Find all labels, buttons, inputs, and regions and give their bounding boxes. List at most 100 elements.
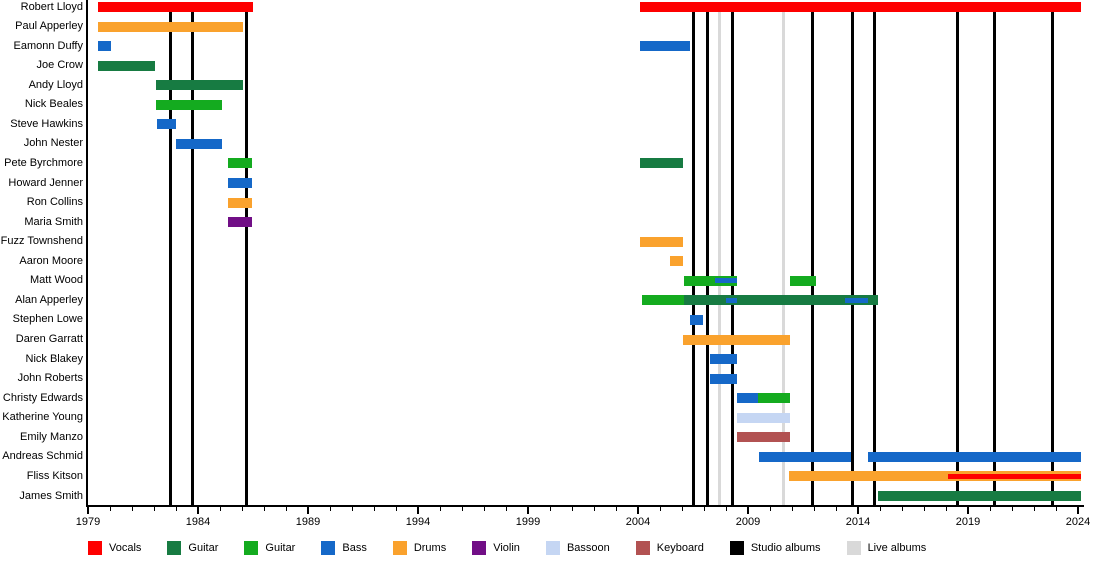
tenure-bar-drums xyxy=(227,197,252,208)
legend-label: Keyboard xyxy=(656,542,704,554)
tenure-bar-drums xyxy=(788,471,1082,482)
x-axis-minor-tick xyxy=(659,507,661,511)
x-axis-minor-tick xyxy=(1011,507,1013,511)
x-axis-minor-tick xyxy=(835,507,837,511)
tenure-bar-bass xyxy=(709,354,737,365)
x-axis-major-tick xyxy=(307,507,309,514)
x-axis-minor-tick xyxy=(373,507,375,511)
tenure-bar-drums xyxy=(669,256,684,267)
legend-swatch-violin xyxy=(472,541,487,555)
x-axis-minor-tick xyxy=(153,507,155,511)
member-name: Stephen Lowe xyxy=(12,313,83,326)
legend-item-violin: Violin xyxy=(472,541,520,555)
x-axis-minor-tick xyxy=(923,507,925,511)
x-axis-minor-tick xyxy=(439,507,441,511)
legend-item-bassoon: Bassoon xyxy=(545,541,610,555)
secondary-role-stripe-bass xyxy=(844,297,868,303)
member-name: Fliss Kitson xyxy=(26,469,83,482)
legend-swatch-guitar_bright xyxy=(244,541,259,555)
member-name: Ron Collins xyxy=(26,196,83,209)
member-name: Andreas Schmid xyxy=(2,450,83,463)
x-axis-minor-tick xyxy=(329,507,331,511)
x-axis-minor-tick xyxy=(791,507,793,511)
member-name: Alan Apperley xyxy=(15,293,83,306)
x-axis-label: 2009 xyxy=(735,516,761,528)
legend-label: Guitar xyxy=(265,542,296,554)
tenure-bar-bass xyxy=(176,138,223,149)
x-axis-minor-tick xyxy=(879,507,881,511)
x-axis-minor-tick xyxy=(945,507,947,511)
x-axis-label: 2019 xyxy=(955,516,981,528)
tenure-bar-bass xyxy=(709,373,737,384)
x-axis-minor-tick xyxy=(615,507,617,511)
x-axis-minor-tick xyxy=(593,507,595,511)
x-axis-label: 1994 xyxy=(405,516,431,528)
x-axis-label: 1989 xyxy=(295,516,321,528)
tenure-bar-bass xyxy=(157,119,176,130)
legend-swatch-vocals xyxy=(88,541,102,555)
tenure-bar-guitar xyxy=(640,158,684,169)
x-axis-minor-tick xyxy=(813,507,815,511)
x-axis-label: 1979 xyxy=(75,516,101,528)
member-name: Andy Lloyd xyxy=(28,78,83,91)
x-axis-minor-tick xyxy=(681,507,683,511)
tenure-bar-bass xyxy=(640,41,690,52)
x-axis-minor-tick xyxy=(263,507,265,511)
tenure-bar-bassoon xyxy=(737,412,790,423)
x-axis-minor-tick xyxy=(1055,507,1057,511)
legend-label: Bass xyxy=(342,542,367,554)
x-axis-minor-tick xyxy=(549,507,551,511)
legend-item-studio-albums: Studio albums xyxy=(729,541,821,555)
legend-item-vocals: Vocals xyxy=(88,541,141,555)
studio-album-line xyxy=(705,12,709,505)
studio-album-line xyxy=(992,12,996,505)
x-axis-minor-tick xyxy=(483,507,485,511)
legend-label: Live albums xyxy=(867,542,927,554)
legend-swatch-bass xyxy=(321,541,336,555)
legend-item-live-albums: Live albums xyxy=(846,541,927,555)
secondary-role-stripe-bass xyxy=(726,297,737,303)
x-axis-label: 2004 xyxy=(625,516,651,528)
member-name: Daren Garratt xyxy=(15,333,83,346)
tenure-bar-keyboard xyxy=(737,432,790,443)
tenure-bar-bass xyxy=(227,178,252,189)
legend-item-drums: Drums xyxy=(392,541,446,555)
legend-swatch-bassoon xyxy=(545,541,560,555)
live-album-line xyxy=(781,12,785,505)
tenure-bar-drums xyxy=(640,236,684,247)
member-name: John Roberts xyxy=(17,372,83,385)
live-album-line xyxy=(717,12,721,505)
legend-swatch-live xyxy=(846,541,861,555)
tenure-bar-guitar xyxy=(684,275,737,286)
studio-album-line xyxy=(691,12,695,505)
member-name: Pete Byrchmore xyxy=(4,156,83,169)
x-axis-minor-tick xyxy=(109,507,111,511)
member-name: Fuzz Townshend xyxy=(0,235,83,248)
tenure-bar-guitar xyxy=(642,295,685,306)
studio-album-line xyxy=(811,12,815,505)
studio-album-line xyxy=(851,12,854,505)
studio-album-line xyxy=(169,12,172,505)
x-axis-major-tick xyxy=(197,507,199,514)
member-name: Nick Beales xyxy=(24,98,83,111)
studio-album-line xyxy=(1051,12,1055,505)
tenure-bar-vocals xyxy=(640,2,1082,12)
tenure-bar-vocals xyxy=(97,2,253,12)
x-axis-minor-tick xyxy=(351,507,353,511)
tenure-bar-guitar xyxy=(97,60,156,71)
x-axis-minor-tick xyxy=(505,507,507,511)
x-axis-minor-tick xyxy=(901,507,903,511)
legend: Vocals Guitar Guitar Bass Drums Violin Bassoon… xyxy=(88,541,926,555)
member-name: Eamonn Duffy xyxy=(13,39,83,52)
tenure-bar-bass xyxy=(737,393,758,404)
x-axis-major-tick xyxy=(1077,507,1079,514)
x-axis-minor-tick xyxy=(769,507,771,511)
x-axis-major-tick xyxy=(87,507,89,514)
tenure-bar-violin xyxy=(227,217,252,228)
member-name: Matt Wood xyxy=(30,274,83,287)
x-axis-label: 2024 xyxy=(1065,516,1091,528)
x-axis-line xyxy=(86,505,1084,507)
legend-label: Guitar xyxy=(188,542,219,554)
x-axis-minor-tick xyxy=(1033,507,1035,511)
legend-label: Violin xyxy=(493,542,520,554)
